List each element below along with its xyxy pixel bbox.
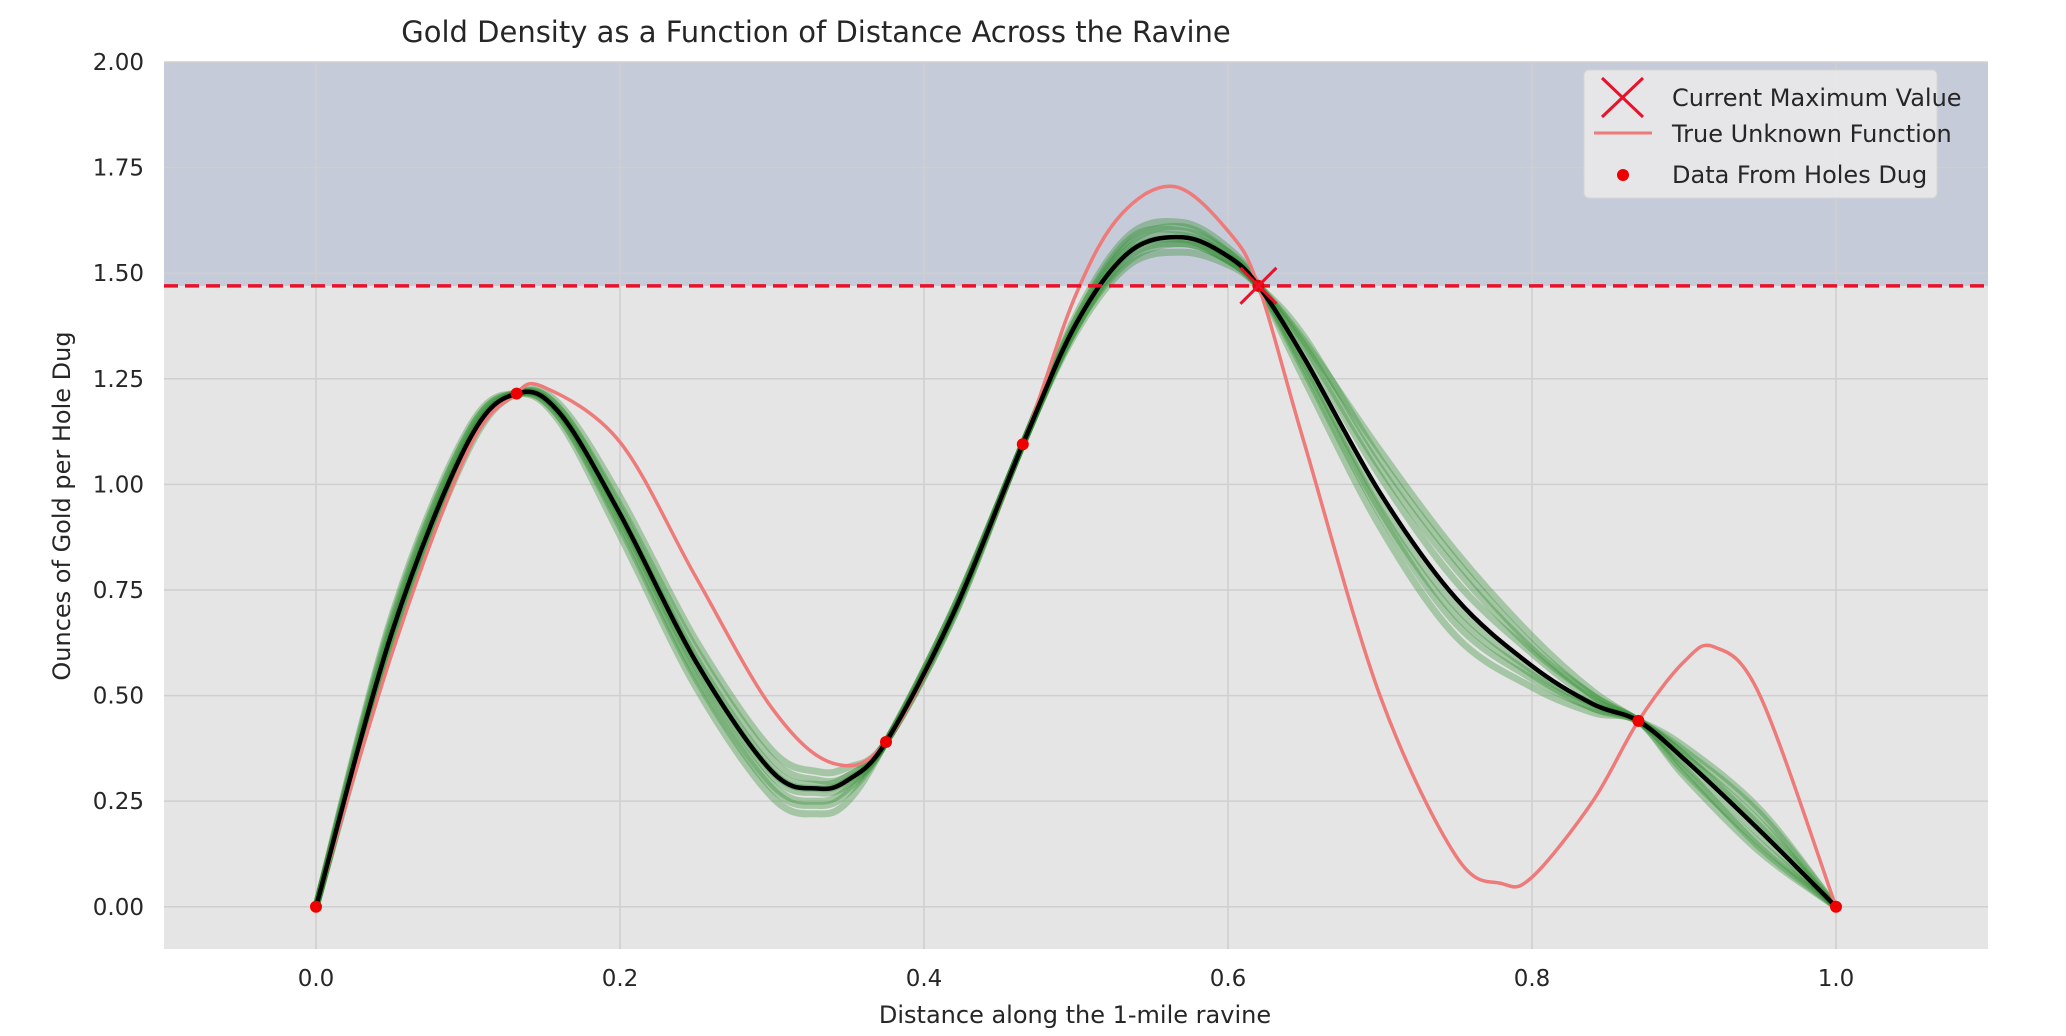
y-tick-label: 1.75 — [93, 156, 144, 182]
tick-labels: 0.0 0.2 0.4 0.6 0.8 1.0 0.00 0.25 0.50 0.75 1.00 1.… — [93, 50, 1855, 992]
x-tick-label: 1.0 — [1818, 966, 1855, 992]
x-tick-label: 0.4 — [906, 966, 943, 992]
current-maximum-marker — [1239, 266, 1278, 305]
y-tick-label: 1.25 — [93, 367, 144, 393]
x-tick-label: 0.2 — [602, 966, 639, 992]
legend-max-label: Current Maximum Value — [1672, 84, 1962, 112]
legend-true-fn-label: True Unknown Function — [1671, 120, 1952, 148]
data-points — [310, 279, 1842, 913]
y-tick-label: 2.00 — [93, 50, 144, 76]
y-tick-label: 0.75 — [93, 578, 144, 604]
data-point — [310, 900, 322, 913]
y-tick-label: 1.00 — [93, 472, 144, 498]
y-tick-label: 0.50 — [93, 684, 144, 710]
data-point — [880, 736, 892, 749]
x-tick-label: 0.8 — [1514, 966, 1551, 992]
legend-holes-marker — [1617, 169, 1629, 181]
legend-holes-label: Data From Holes Dug — [1672, 161, 1927, 189]
x-tick-label: 0.0 — [298, 966, 335, 992]
y-tick-label: 0.00 — [93, 895, 144, 921]
data-point — [510, 387, 523, 400]
true-function-layer — [314, 184, 1838, 908]
max-marker-layer — [1239, 266, 1278, 305]
y-tick-label: 0.25 — [93, 789, 144, 815]
true-function-line — [314, 184, 1838, 908]
legend-max-icon — [1600, 76, 1645, 119]
mean-curve-layer — [313, 234, 1838, 909]
legend-box — [1583, 69, 1938, 199]
data-point — [1830, 900, 1842, 913]
chart-title: Gold Density as a Function of Distance A… — [401, 15, 1231, 49]
y-axis-label: Ounces of Gold per Hole Dug — [48, 331, 76, 680]
data-point — [1016, 438, 1029, 451]
y-tick-label: 1.50 — [93, 261, 144, 287]
max-marker-stroke — [1239, 266, 1278, 305]
legend: Current Maximum Value True Unknown Funct… — [1583, 69, 1962, 199]
x-tick-label: 0.6 — [1210, 966, 1247, 992]
x-axis-label: Distance along the 1-mile ravine — [879, 1001, 1271, 1029]
data-point — [1632, 714, 1645, 727]
mean-curve-line — [313, 234, 1838, 909]
